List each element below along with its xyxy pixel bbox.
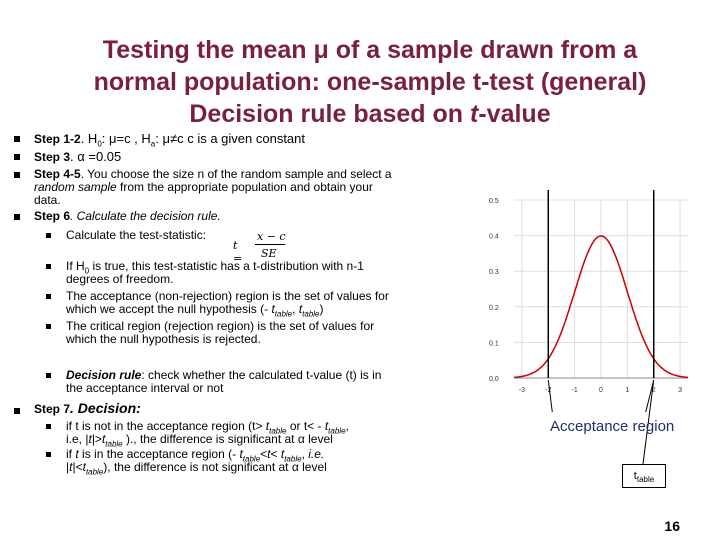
sub-bullet-icon <box>46 373 51 378</box>
step-7: Step 7. Decision: <box>34 400 141 416</box>
title-line-1: Testing the mean μ of a sample drawn fro… <box>102 36 638 64</box>
step-4-5-line-2: random sample from the appropriate popul… <box>34 180 373 194</box>
bullet-icon <box>14 136 20 142</box>
acceptance-region-label: Acceptance region <box>550 418 675 435</box>
step-6-sub-4b: which the null hypothesis is rejected. <box>66 332 261 346</box>
step-6-sub-3b: which we accept the null hypothesis (- t… <box>66 302 324 319</box>
pointer-arrow-right <box>645 379 655 413</box>
y-tick-label: 0.0 <box>489 376 499 383</box>
step-7-sub-1b: i.e, |t|>ttable )., the difference is si… <box>66 432 333 449</box>
page-number: 16 <box>664 518 680 534</box>
y-tick-label: 0.5 <box>489 198 499 205</box>
step-4-5: Step 4-5. You choose the size n of the r… <box>34 167 392 181</box>
step-1-2: Step 1-2. H0: μ=c , Ha: μ≠c c is a given… <box>34 131 305 149</box>
step-6-sub-5c: the acceptance interval or not <box>66 381 224 395</box>
sub-bullet-icon <box>46 294 51 299</box>
y-tick-label: 0.4 <box>489 234 499 241</box>
x-tick-label: -3 <box>519 387 525 394</box>
step-3: Step 3. α =0.05 <box>34 149 122 164</box>
step-7-sub-2: if t is in the acceptance region (- ttab… <box>66 447 325 464</box>
title-line-2: normal population: one-sample t-test (ge… <box>93 68 647 96</box>
pointer-arrow-left <box>547 379 553 413</box>
x-tick-label: 3 <box>678 387 682 394</box>
bullet-icon <box>14 408 20 414</box>
y-tick-label: 0.2 <box>489 305 499 312</box>
step-7-sub-1: if t is not in the acceptance region (t>… <box>66 419 349 436</box>
step-6-sub-4: The critical region (rejection region) i… <box>66 319 375 333</box>
t-table-label: ttable <box>622 464 666 488</box>
step-1-2-text: . H0: μ=c , Ha: μ≠c c is a given constan… <box>80 131 305 149</box>
sub-bullet-icon <box>46 424 51 429</box>
y-tick-label: 0.1 <box>489 340 499 347</box>
step-4-5-line-3: data. <box>34 193 61 207</box>
bullet-icon <box>14 154 20 160</box>
sub-bullet-icon <box>46 233 51 238</box>
step-6-sub-3: The acceptance (non-rejection) region is… <box>66 289 389 303</box>
x-tick-label: -2 <box>545 387 551 394</box>
sub-bullet-icon <box>46 264 51 269</box>
y-tick-label: 0.3 <box>489 269 499 276</box>
step-6-sub-1: Calculate the test-statistic: <box>66 228 207 242</box>
bullet-icon <box>14 214 20 220</box>
slide-title: Testing the mean μ of a sample drawn fro… <box>30 34 710 130</box>
sub-bullet-icon <box>46 452 51 457</box>
bullet-icon <box>14 172 20 178</box>
title-line-3: Decision rule based on t-value <box>189 100 551 128</box>
x-tick-label: 0 <box>599 387 603 394</box>
step-7-sub-2b: |t|<ttable), the difference is not signi… <box>66 460 327 477</box>
x-tick-label: -1 <box>572 387 578 394</box>
step-6-sub-2b: degrees of freedom. <box>66 272 174 286</box>
x-tick-label: 1 <box>625 387 629 394</box>
density-curve <box>513 235 689 379</box>
x-tick-label: 2 <box>652 387 656 394</box>
step-6-sub-5: Decision rule: check whether the calcula… <box>66 368 382 382</box>
step-6: Step 6. Calculate the decision rule. <box>34 209 221 223</box>
chart-frame <box>512 174 690 402</box>
fraction-bar <box>255 244 285 245</box>
sub-bullet-icon <box>46 324 51 329</box>
step-6-sub-2: If H0 is true, this test-statistic has a… <box>66 259 364 276</box>
